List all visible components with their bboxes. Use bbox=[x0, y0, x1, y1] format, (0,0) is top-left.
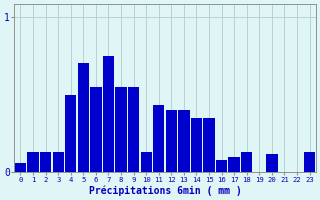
Bar bbox=[90, 87, 101, 172]
Bar bbox=[15, 163, 26, 172]
Bar bbox=[103, 56, 114, 172]
Bar bbox=[266, 154, 277, 172]
Bar bbox=[128, 87, 139, 172]
Bar bbox=[52, 152, 64, 172]
Bar bbox=[153, 105, 164, 172]
Bar bbox=[78, 63, 89, 172]
Bar bbox=[140, 152, 152, 172]
Bar bbox=[216, 160, 227, 172]
Bar bbox=[40, 152, 51, 172]
Bar bbox=[166, 110, 177, 172]
Bar bbox=[116, 87, 127, 172]
Bar bbox=[228, 157, 240, 172]
Bar bbox=[65, 95, 76, 172]
Bar bbox=[241, 152, 252, 172]
Bar bbox=[178, 110, 189, 172]
Bar bbox=[203, 118, 215, 172]
Bar bbox=[28, 152, 39, 172]
Bar bbox=[304, 152, 315, 172]
Bar bbox=[191, 118, 202, 172]
X-axis label: Précipitations 6min ( mm ): Précipitations 6min ( mm ) bbox=[89, 185, 241, 196]
